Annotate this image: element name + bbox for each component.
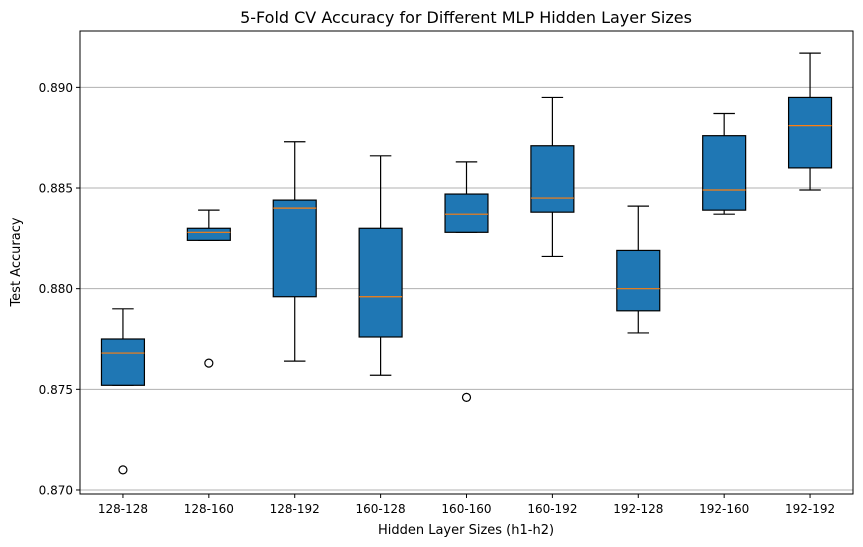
chart-title: 5-Fold CV Accuracy for Different MLP Hid… xyxy=(240,8,692,27)
iqr-box xyxy=(358,227,403,338)
y-tick-label: 0.875 xyxy=(39,383,73,397)
iqr-box xyxy=(787,96,833,169)
outlier-point xyxy=(461,392,472,402)
x-tick-label: 128-192 xyxy=(270,502,320,516)
y-axis: 0.870 0.875 0.880 0.885 0.890 xyxy=(39,81,80,497)
box-128-192 xyxy=(272,141,317,362)
outlier-point xyxy=(204,358,214,368)
iqr-box xyxy=(444,193,489,233)
x-axis-label: Hidden Layer Sizes (h1-h2) xyxy=(378,523,554,538)
box-192-192 xyxy=(787,52,833,191)
box-128-160 xyxy=(186,209,231,368)
x-tick-label: 192-192 xyxy=(785,502,835,516)
iqr-box xyxy=(186,227,231,241)
plot-area xyxy=(79,30,854,495)
x-tick-label: 160-160 xyxy=(441,502,491,516)
iqr-box xyxy=(272,199,317,298)
x-tick-label: 160-192 xyxy=(527,502,577,516)
x-tick-label: 192-128 xyxy=(613,502,663,516)
box-160-160 xyxy=(444,161,489,402)
y-tick-label: 0.880 xyxy=(39,282,73,296)
iqr-box xyxy=(530,145,575,213)
box-128-128 xyxy=(100,308,146,475)
box-group xyxy=(100,52,833,475)
box-192-128 xyxy=(616,205,661,334)
box-160-192 xyxy=(530,96,575,258)
iqr-box xyxy=(100,338,146,386)
x-tick-label: 160-128 xyxy=(356,502,406,516)
box-160-128 xyxy=(358,155,403,376)
iqr-box xyxy=(616,249,661,312)
y-tick-label: 0.890 xyxy=(39,81,73,95)
x-tick-label: 128-160 xyxy=(184,502,234,516)
y-tick-label: 0.870 xyxy=(39,483,73,497)
x-axis: 128-128 128-160 128-192 160-128 160-160 160-1… xyxy=(98,494,835,516)
x-tick-label: 128-128 xyxy=(98,502,148,516)
iqr-box xyxy=(702,135,747,211)
box-192-160 xyxy=(702,112,747,215)
y-axis-label: Test Accuracy xyxy=(9,217,24,307)
outlier-point xyxy=(118,465,128,475)
x-tick-label: 192-160 xyxy=(699,502,749,516)
y-tick-label: 0.885 xyxy=(39,182,73,196)
